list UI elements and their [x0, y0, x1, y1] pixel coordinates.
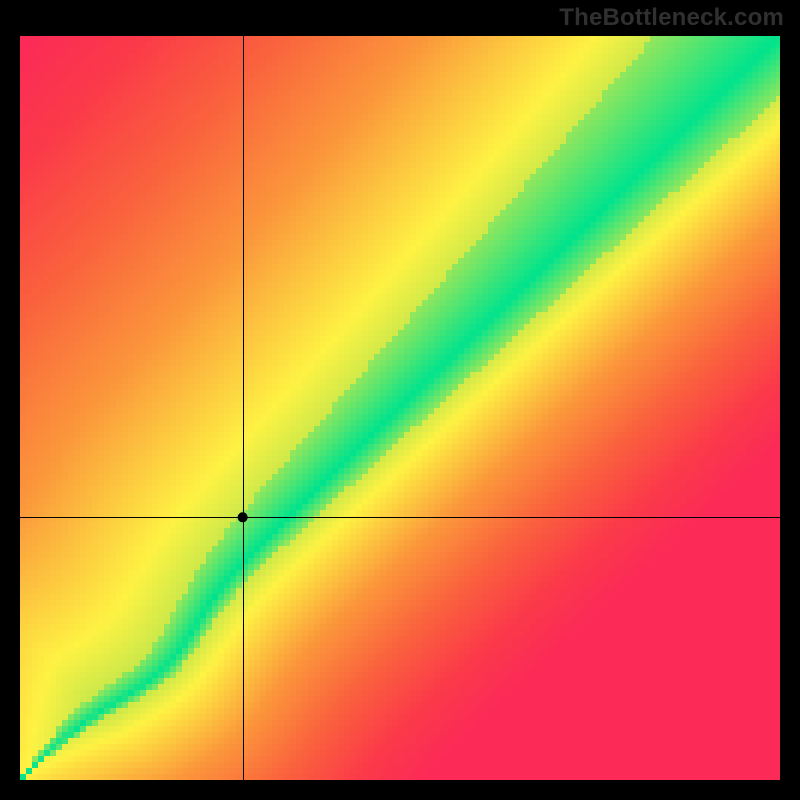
heatmap-area — [20, 36, 780, 780]
heatmap-canvas — [20, 36, 780, 780]
site-watermark: TheBottleneck.com — [559, 4, 784, 32]
